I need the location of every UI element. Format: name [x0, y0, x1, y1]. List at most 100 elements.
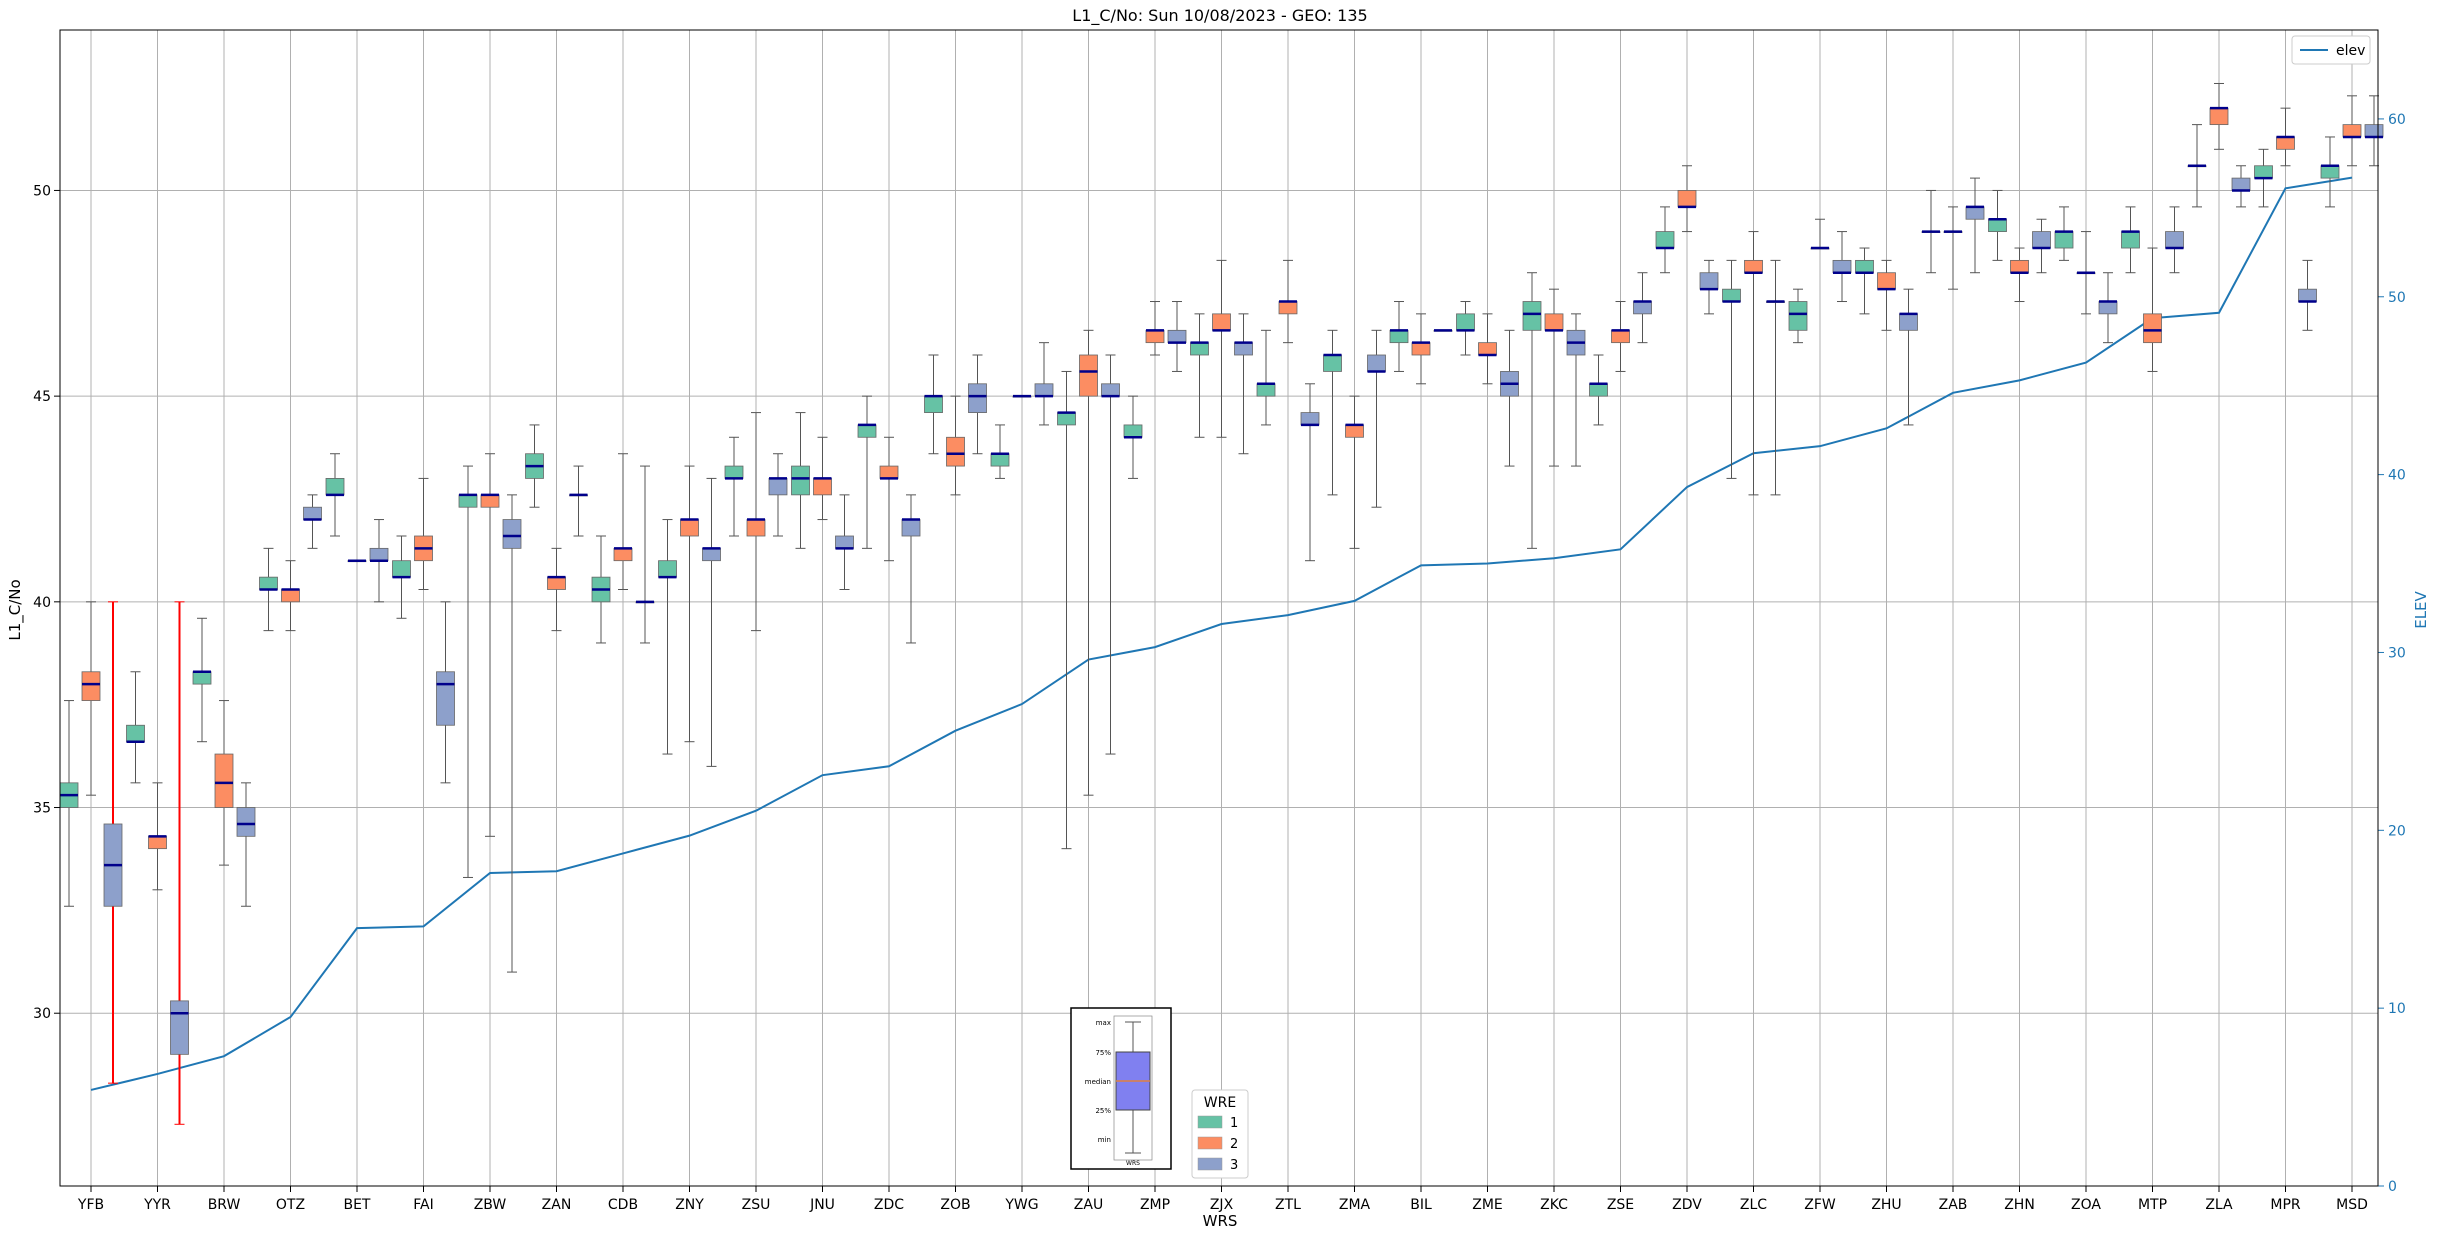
box-iqr	[1411, 342, 1431, 356]
box-iqr	[1988, 218, 2007, 232]
box-iqr	[1278, 301, 1298, 315]
wre-legend-swatch	[1197, 1115, 1223, 1129]
inset-key-label: min	[1098, 1136, 1111, 1144]
box-iqr	[990, 453, 1010, 467]
y-tick-label: 45	[33, 389, 51, 405]
box-iqr	[658, 560, 677, 578]
box-iqr	[170, 1000, 189, 1055]
box-iqr	[1101, 383, 1120, 397]
box-iqr	[813, 478, 832, 496]
x-tick-label: YWG	[1004, 1197, 1038, 1213]
box-iqr	[2209, 107, 2229, 126]
inset-key-label: max	[1096, 1019, 1111, 1027]
y2-tick-label: 10	[2388, 1001, 2406, 1017]
box-iqr	[259, 576, 278, 590]
box-iqr	[1832, 259, 1852, 274]
box-iqr	[791, 465, 810, 496]
box-iqr	[1788, 301, 1808, 331]
box-iqr	[1167, 329, 1187, 344]
box-iqr	[857, 424, 877, 438]
box-iqr	[436, 671, 455, 726]
x-tick-label: ZFW	[1804, 1197, 1836, 1213]
box-iqr	[2010, 259, 2029, 274]
x-tick-label: MSD	[2336, 1197, 2368, 1213]
box-iqr	[1633, 301, 1652, 315]
y2-tick-label: 50	[2388, 290, 2406, 306]
box-iqr	[2364, 124, 2384, 138]
x-tick-label: ZDV	[1672, 1197, 1702, 1213]
x-tick-label: BET	[343, 1197, 370, 1213]
box-iqr	[2121, 231, 2140, 249]
inset-key-label: median	[1085, 1078, 1111, 1086]
x-tick-label: FAI	[413, 1197, 433, 1213]
x-tick-label: JNU	[809, 1197, 835, 1213]
y-tick-label: 40	[33, 595, 51, 611]
inset-frame	[1070, 1007, 1172, 1170]
box-iqr	[2054, 231, 2074, 249]
x-tick-label: MPR	[2270, 1197, 2301, 1213]
box-iqr	[1145, 329, 1165, 344]
y2-tick-label: 20	[2388, 823, 2406, 839]
box-iqr	[968, 383, 987, 413]
box-iqr	[303, 506, 322, 520]
x-tick-label: ZLA	[2205, 1197, 2233, 1213]
grid-lines	[60, 30, 2378, 1186]
box-iqr	[768, 478, 788, 496]
box-iqr	[1899, 313, 1918, 331]
box-iqr	[2342, 124, 2362, 138]
elev-legend: elev	[2291, 35, 2371, 65]
x-tick-label: ZHN	[2004, 1197, 2035, 1213]
box-iqr	[1855, 259, 1874, 274]
box-iqr	[1456, 313, 1475, 331]
x-tick-label: CDB	[608, 1197, 638, 1213]
box-iqr	[126, 724, 145, 743]
elev-line	[90, 176, 2353, 1091]
axes-layer: 30 35 40 45 50 0 10 20 30 40 50 60 YFB YYR BRW OTZ BET FA…	[33, 29, 2406, 1213]
box-iqr	[2032, 231, 2051, 249]
x-tick-label: ZSU	[742, 1197, 771, 1213]
inset-key-label: 75%	[1095, 1049, 1111, 1057]
box-iqr	[1677, 190, 1697, 208]
box-key-inset: max 75% median 25% min WRS	[1070, 1007, 1172, 1170]
x-tick-label: ZMP	[1140, 1197, 1170, 1213]
box-iqr	[1057, 412, 1076, 426]
x-tick-label: ZJX	[1210, 1197, 1234, 1213]
x-tick-label: ZAB	[1939, 1197, 1968, 1213]
box-iqr	[502, 519, 522, 549]
box-iqr	[2098, 301, 2118, 315]
box-iqr	[2165, 231, 2184, 249]
box-iqr	[458, 494, 478, 508]
wre-legend-label: 2	[1230, 1137, 1238, 1152]
box-iqr	[835, 535, 854, 549]
box-iqr	[1877, 272, 1896, 290]
x-tick-label: OTZ	[276, 1197, 305, 1213]
box-iqr	[480, 494, 500, 508]
plot-frame	[59, 29, 2379, 1187]
box-iqr	[1722, 288, 1741, 302]
y-tick-label: 35	[33, 801, 51, 817]
box-iqr	[724, 465, 744, 479]
box-iqr	[946, 436, 965, 467]
box-iqr	[1522, 301, 1542, 331]
y2-tick-label: 30	[2388, 645, 2406, 661]
box-iqr	[1079, 354, 1098, 397]
box-iqr	[2231, 177, 2251, 191]
box-iqr	[1212, 313, 1231, 331]
box-iqr	[1655, 231, 1675, 249]
wre-legend-title: WRE	[1204, 1095, 1236, 1111]
wre-legend-frame	[1191, 1089, 1249, 1179]
box-iqr	[2276, 136, 2295, 150]
box-iqr	[214, 753, 234, 808]
box-iqr	[1589, 383, 1608, 397]
x-tick-label: MTP	[2138, 1197, 2167, 1213]
x-tick-label: ZBW	[474, 1197, 507, 1213]
x-tick-label: ZMA	[1339, 1197, 1371, 1213]
box-iqr	[1300, 412, 1320, 426]
inset-inner-frame	[1113, 1015, 1153, 1161]
box-iqr	[325, 478, 345, 496]
box-iqr	[192, 671, 212, 685]
box-iqr	[81, 671, 101, 701]
box-iqr	[1256, 383, 1276, 397]
